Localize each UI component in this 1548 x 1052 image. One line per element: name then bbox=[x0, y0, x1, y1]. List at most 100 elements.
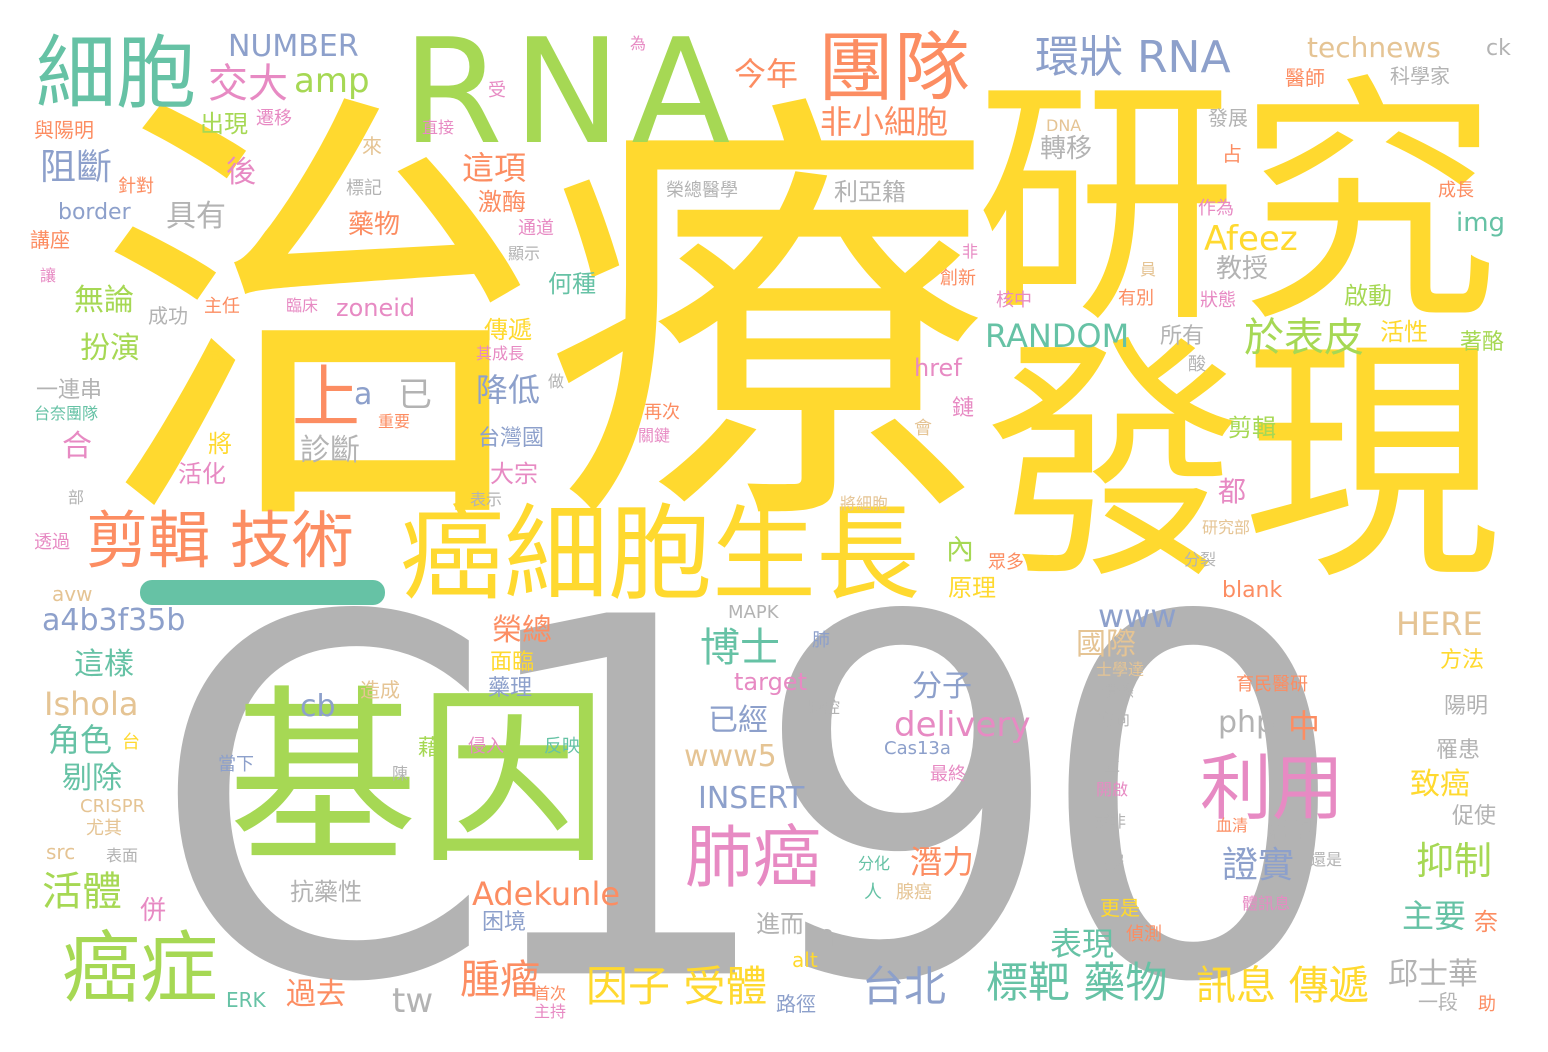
word-zhexiang: 這項 bbox=[462, 149, 527, 187]
word-img: img bbox=[1456, 208, 1506, 238]
word-kangyaoxing: 抗藥性 bbox=[290, 878, 362, 906]
word-qinru: 侵入 bbox=[468, 736, 504, 757]
word-shouci: 首次 bbox=[534, 984, 567, 1003]
word-jiaoshou: 教授 bbox=[1216, 254, 1269, 284]
word-shou: 受 bbox=[485, 80, 506, 98]
word-ishola: Ishola bbox=[44, 685, 139, 723]
word-shang: 上 bbox=[292, 359, 361, 438]
word-chen: 陳 bbox=[392, 764, 409, 783]
word-jianji: 剪輯 bbox=[1228, 414, 1276, 442]
word-zoneid: zoneid bbox=[336, 294, 416, 322]
word-yaowu-1: 藥物 bbox=[348, 210, 401, 240]
word-www5: www5 bbox=[684, 739, 777, 774]
word-jiner: 進而 bbox=[756, 910, 804, 938]
word-chuandi: 傳遞 bbox=[484, 316, 532, 344]
word-jiangxibao: 將細胞 bbox=[840, 494, 889, 513]
word-xibao: 細胞 bbox=[36, 27, 196, 120]
word-fenlie: 分裂 bbox=[1184, 550, 1217, 569]
word-zhengshi: 證實 bbox=[1222, 845, 1295, 886]
word-yangming: 陽明 bbox=[1444, 694, 1489, 719]
word-zhiliao: 治療 bbox=[96, 59, 992, 581]
word-touguo: 透過 bbox=[34, 532, 70, 553]
word-rongzong-yixue: 榮總醫學 bbox=[666, 180, 738, 201]
word-faxian: 發現 bbox=[985, 314, 1501, 614]
word-yilianchuan: 一連串 bbox=[36, 378, 103, 403]
word-xueqing: 血清 bbox=[1216, 816, 1249, 835]
word-youqi: 尤其 bbox=[86, 818, 122, 839]
word-php: php bbox=[1218, 705, 1276, 740]
word-aizheng: 癌症 bbox=[62, 924, 219, 1014]
word-huanshi: 還是 bbox=[1310, 850, 1343, 869]
word-juyou: 具有 bbox=[166, 199, 226, 234]
word-hezhong-2: 核中 bbox=[996, 290, 1032, 311]
word-n: n bbox=[816, 919, 836, 954]
word-mapk: MAPK bbox=[728, 602, 779, 623]
word-chuxian: 出現 bbox=[200, 110, 248, 138]
word-qichengzhang: 其成長 bbox=[476, 344, 525, 363]
word-zhuyao: 主要 bbox=[1402, 897, 1467, 935]
word-fangxiang: 方向 bbox=[1098, 710, 1131, 729]
word-bu: 部 bbox=[68, 488, 85, 507]
word-jiang: 將 bbox=[208, 430, 232, 458]
word-zhendui: 針對 bbox=[118, 176, 154, 197]
word-zhijie: 直接 bbox=[422, 118, 455, 137]
word-biaoji: 標記 bbox=[346, 178, 382, 199]
word-insert: INSERT bbox=[698, 781, 805, 816]
word-jiangdi: 降低 bbox=[476, 371, 541, 409]
word-biaoshi: 表示 bbox=[470, 490, 503, 509]
word-rongzong: 榮總 bbox=[492, 613, 552, 648]
word-adekunle: Adekunle bbox=[472, 875, 621, 913]
word-kaiqi: 開啟 bbox=[1096, 780, 1129, 799]
word-dangxia: 當下 bbox=[218, 754, 254, 775]
word-cb: cb bbox=[300, 689, 336, 724]
word-blank: blank bbox=[1222, 578, 1283, 603]
word-lujing: 路徑 bbox=[776, 992, 816, 1016]
word-suan: 酸 bbox=[1188, 354, 1206, 375]
word-tai: 台 bbox=[122, 732, 140, 753]
word-huoxing: 活性 bbox=[1380, 318, 1428, 346]
word-huohua: 活化 bbox=[178, 460, 226, 488]
word-chuangxin: 創新 bbox=[940, 268, 976, 289]
word-fei-1: 非 bbox=[962, 242, 979, 261]
underline-bar bbox=[140, 580, 385, 605]
word-boshi: 博士 bbox=[700, 625, 780, 671]
word-nei: 內 bbox=[946, 533, 975, 566]
word-xianshi: 顯示 bbox=[508, 244, 541, 263]
word-lian: 鏈 bbox=[952, 396, 975, 421]
word-yi: 已 bbox=[398, 375, 432, 415]
word-rna: RNA bbox=[402, 8, 741, 177]
word-tichu: 剔除 bbox=[62, 761, 122, 796]
word-qianyi: 遷移 bbox=[256, 108, 292, 129]
word-tixunxi: 體訊息 bbox=[1242, 894, 1291, 913]
word-chengzhang: 成長 bbox=[1438, 180, 1474, 201]
word-aixibao-shengzhang: 癌細胞生長 bbox=[400, 493, 921, 615]
word-fangfa: 方法 bbox=[1440, 648, 1485, 673]
word-tongdao: 通道 bbox=[518, 218, 554, 239]
word-zhongyao: 重要 bbox=[378, 412, 411, 431]
word-jiaose: 角色 bbox=[48, 721, 113, 759]
word-suoyou: 所有 bbox=[1160, 324, 1205, 349]
word-yizhi: 抑制 bbox=[1416, 839, 1493, 883]
word-yanjiu: 研究 bbox=[975, 53, 1499, 358]
word-linchuang: 臨床 bbox=[286, 296, 319, 315]
word-zhuming: 著酪 bbox=[1460, 330, 1505, 355]
word-zhongliu: 腫瘤 bbox=[460, 957, 540, 1003]
word-zaocheng: 造成 bbox=[360, 678, 400, 702]
word-feixiaoxibao: 非小細胞 bbox=[820, 103, 949, 141]
word-zhiai: 致癌 bbox=[1410, 767, 1470, 802]
word-kexuejia: 科學家 bbox=[1390, 64, 1450, 88]
word-biaoba-yaowu: 標靶 藥物 bbox=[986, 958, 1168, 1007]
word-yuanli: 原理 bbox=[948, 574, 996, 602]
word-taiwanguo: 台灣國 bbox=[478, 426, 545, 451]
word-zhuren: 主任 bbox=[204, 296, 240, 317]
word-taibei-tuandui: 台奈團隊 bbox=[34, 404, 99, 423]
word-huanzhuang-rna: 環狀 RNA bbox=[1035, 32, 1231, 83]
word-bing-2: 併 bbox=[140, 896, 167, 926]
word-he: 合 bbox=[62, 429, 92, 464]
word-zhence: 偵測 bbox=[1126, 924, 1162, 945]
word-rang: 讓 bbox=[40, 266, 57, 285]
word-qiushihua: 邱士華 bbox=[1388, 957, 1478, 992]
word-fei-2: 肺 bbox=[812, 630, 830, 651]
word-yishi: 醫師 bbox=[1285, 66, 1325, 90]
